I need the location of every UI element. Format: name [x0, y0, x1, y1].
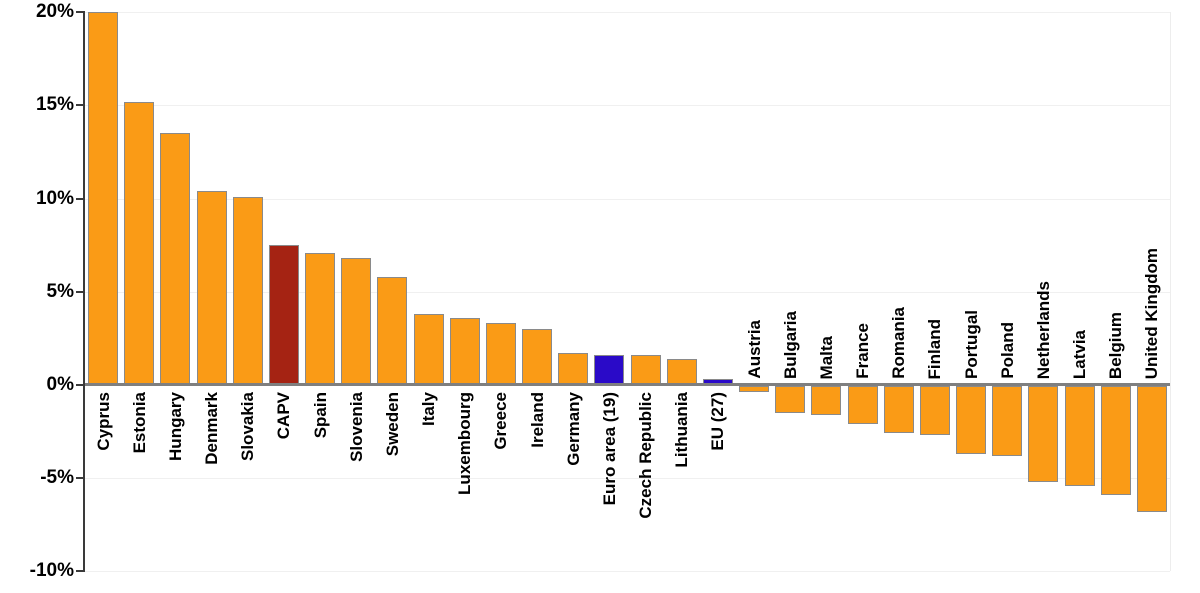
- x-label-netherlands: Netherlands: [1034, 280, 1053, 379]
- y-axis-tick: [76, 570, 85, 572]
- x-label-estonia: Estonia: [130, 392, 149, 454]
- x-label-belgium: Belgium: [1106, 311, 1125, 379]
- x-label-malta: Malta: [817, 335, 836, 379]
- bar-germany: [558, 353, 588, 385]
- bar-italy: [414, 314, 444, 385]
- x-label-hungary: Hungary: [166, 392, 185, 461]
- x-label-lithuania: Lithuania: [672, 392, 691, 468]
- gridline--5: [85, 478, 1170, 479]
- y-axis-tick: [76, 104, 85, 106]
- x-label-eu-27: EU (27): [708, 392, 727, 451]
- gridline-20: [85, 12, 1170, 13]
- bar-ireland: [522, 329, 552, 385]
- bar-latvia: [1065, 386, 1095, 486]
- x-label-bulgaria: Bulgaria: [781, 310, 800, 379]
- y-tick-label: 10%: [35, 188, 74, 209]
- x-label-finland: Finland: [925, 318, 944, 379]
- x-label-latvia: Latvia: [1070, 329, 1089, 379]
- bar-belgium: [1101, 386, 1131, 495]
- bar-malta: [811, 386, 841, 415]
- bar-slovakia: [233, 197, 263, 385]
- x-label-sweden: Sweden: [383, 392, 402, 457]
- x-label-greece: Greece: [491, 392, 510, 450]
- x-label-germany: Germany: [564, 392, 583, 466]
- bar-slovenia: [341, 258, 371, 385]
- x-label-luxembourg: Luxembourg: [455, 392, 474, 495]
- bar-capv: [269, 245, 299, 385]
- y-axis: [83, 12, 85, 571]
- y-axis-tick: [76, 291, 85, 293]
- gridline-15: [85, 105, 1170, 106]
- bar-finland: [920, 386, 950, 435]
- y-axis-tick: [76, 384, 85, 386]
- bar-estonia: [124, 102, 154, 385]
- x-label-slovenia: Slovenia: [347, 392, 366, 462]
- bar-united-kingdom: [1137, 386, 1167, 512]
- bar-france: [848, 386, 878, 424]
- y-tick-label: 0%: [46, 374, 74, 395]
- x-label-czech-republic: Czech Republic: [636, 392, 655, 519]
- x-label-portugal: Portugal: [962, 310, 981, 379]
- x-label-denmark: Denmark: [202, 392, 221, 465]
- y-axis-tick: [76, 198, 85, 200]
- x-label-spain: Spain: [311, 392, 330, 439]
- bar-netherlands: [1028, 386, 1058, 482]
- gridline--10: [85, 571, 1170, 572]
- y-tick-label: -10%: [29, 560, 74, 581]
- y-tick-label: -5%: [40, 467, 74, 488]
- bar-sweden: [377, 277, 407, 385]
- bar-czech-republic: [631, 355, 661, 385]
- x-label-italy: Italy: [419, 392, 438, 427]
- bar-lithuania: [667, 359, 697, 385]
- y-axis-tick: [76, 11, 85, 13]
- y-tick-label: 5%: [46, 281, 74, 302]
- y-tick-label: 15%: [35, 94, 74, 115]
- plot-right-border: [1170, 12, 1171, 571]
- bar-luxembourg: [450, 318, 480, 385]
- x-label-austria: Austria: [745, 320, 764, 379]
- x-label-france: France: [853, 323, 872, 379]
- x-label-poland: Poland: [998, 322, 1017, 379]
- gridline-5: [85, 292, 1170, 293]
- bar-bulgaria: [775, 386, 805, 413]
- bar-cyprus: [88, 12, 118, 385]
- x-label-capv: CAPV: [274, 392, 293, 440]
- bar-austria: [739, 386, 769, 392]
- bar-denmark: [197, 191, 227, 385]
- zero-baseline: [85, 383, 1170, 386]
- x-label-united-kingdom: United Kingdom: [1142, 247, 1161, 379]
- bar-portugal: [956, 386, 986, 454]
- x-label-romania: Romania: [889, 307, 908, 379]
- bar-poland: [992, 386, 1022, 456]
- y-axis-tick: [76, 477, 85, 479]
- x-label-slovakia: Slovakia: [238, 392, 257, 461]
- bar-euro-area-19: [594, 355, 624, 385]
- bar-greece: [486, 323, 516, 385]
- x-label-euro-area-19: Euro area (19): [600, 392, 619, 506]
- bar-hungary: [160, 133, 190, 385]
- gridline-10: [85, 199, 1170, 200]
- x-label-cyprus: Cyprus: [94, 392, 113, 451]
- bar-spain: [305, 253, 335, 385]
- x-label-ireland: Ireland: [528, 392, 547, 448]
- bar-romania: [884, 386, 914, 433]
- y-tick-label: 20%: [35, 1, 74, 22]
